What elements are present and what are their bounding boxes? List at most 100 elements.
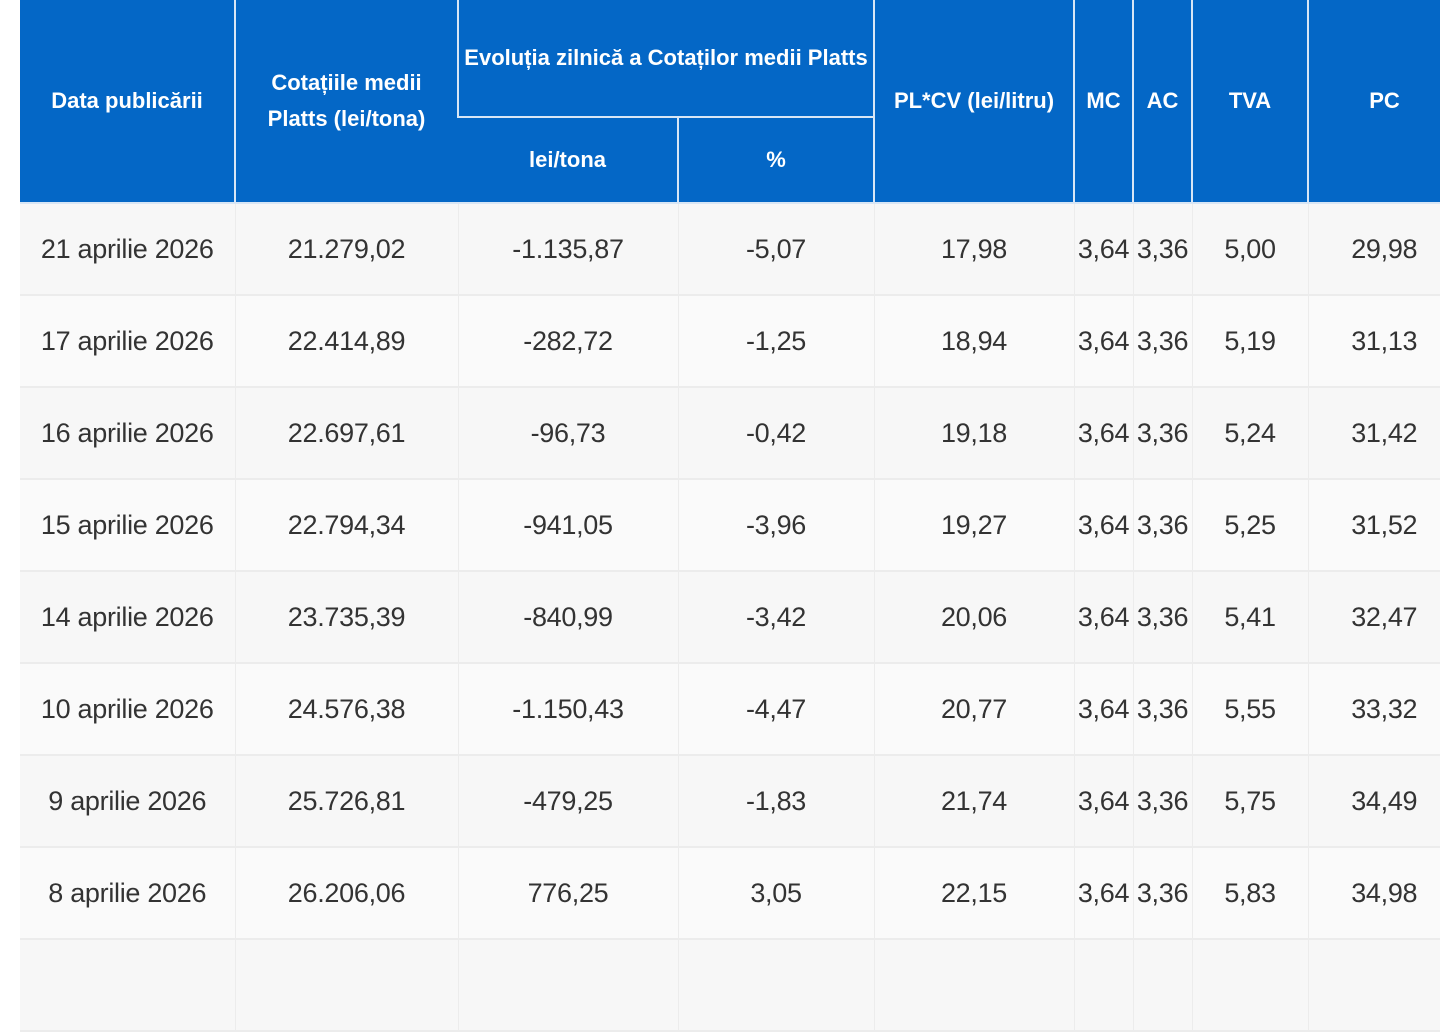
cell-plcv: 20,06 <box>873 571 1074 664</box>
cell-ac: 3,36 <box>1132 479 1192 572</box>
header-pc: PC <box>1307 0 1440 204</box>
cell-tva: 5,83 <box>1191 847 1308 940</box>
header-evolution-lei: lei/tona <box>458 117 678 204</box>
header-tva: TVA <box>1191 0 1308 204</box>
cell-mc: 3,64 <box>1073 479 1133 572</box>
cell-tva: 5,00 <box>1191 203 1308 296</box>
cell-mc: 3,64 <box>1073 847 1133 940</box>
cell-date <box>20 939 235 1032</box>
cell-ac: 3,36 <box>1132 847 1192 940</box>
cell-tva: 5,41 <box>1191 571 1308 664</box>
cell-pc: 33,32 <box>1307 663 1440 756</box>
cell-plcv: 19,27 <box>873 479 1074 572</box>
cell-ac: 3,36 <box>1132 203 1192 296</box>
cell-tva <box>1191 939 1308 1032</box>
cell-evolution-lei: 776,25 <box>457 847 678 940</box>
cell-platts: 26.206,06 <box>234 847 458 940</box>
cell-tva: 5,55 <box>1191 663 1308 756</box>
cell-evolution-lei: -840,99 <box>457 571 678 664</box>
cell-date: 14 aprilie 2026 <box>20 571 235 664</box>
cell-ac: 3,36 <box>1132 663 1192 756</box>
cell-platts: 25.726,81 <box>234 755 458 848</box>
cell-pc: 31,42 <box>1307 387 1440 480</box>
cell-ac: 3,36 <box>1132 295 1192 388</box>
cell-date: 21 aprilie 2026 <box>20 203 235 296</box>
cell-mc: 3,64 <box>1073 295 1133 388</box>
cell-evolution-pct: -1,25 <box>677 295 874 388</box>
header-evolution: Evoluția zilnică a Cotaților medii Platt… <box>457 0 874 118</box>
cell-plcv: 22,15 <box>873 847 1074 940</box>
cell-evolution-lei: -1.135,87 <box>457 203 678 296</box>
cell-evolution-lei: -479,25 <box>457 755 678 848</box>
cell-date: 10 aprilie 2026 <box>20 663 235 756</box>
cell-evolution-pct: -3,96 <box>677 479 874 572</box>
cell-pc: 31,13 <box>1307 295 1440 388</box>
cell-platts: 22.697,61 <box>234 387 458 480</box>
cell-platts: 22.414,89 <box>234 295 458 388</box>
cell-ac: 3,36 <box>1132 571 1192 664</box>
cell-plcv: 18,94 <box>873 295 1074 388</box>
cell-evolution-pct: 3,05 <box>677 847 874 940</box>
platts-price-table: Data publicării Cotațiile medii Platts (… <box>20 0 1440 1032</box>
cell-evolution-pct: -3,42 <box>677 571 874 664</box>
cell-mc <box>1073 939 1133 1032</box>
cell-mc: 3,64 <box>1073 571 1133 664</box>
header-mc: MC <box>1073 0 1133 204</box>
cell-evolution-lei: -96,73 <box>457 387 678 480</box>
table-row: 16 aprilie 2026 22.697,61 -96,73 -0,42 19,18… <box>20 387 1440 480</box>
cell-pc: 29,98 <box>1307 203 1440 296</box>
cell-evolution-pct: -0,42 <box>677 387 874 480</box>
header-date: Data publicării <box>20 0 235 204</box>
cell-pc: 34,98 <box>1307 847 1440 940</box>
cell-mc: 3,64 <box>1073 663 1133 756</box>
table-body: 21 aprilie 2026 21.279,02 -1.135,87 -5,07 17… <box>20 203 1440 1032</box>
cell-date: 17 aprilie 2026 <box>20 295 235 388</box>
cell-pc: 34,49 <box>1307 755 1440 848</box>
cell-tva: 5,75 <box>1191 755 1308 848</box>
cell-plcv: 20,77 <box>873 663 1074 756</box>
table-row: 10 aprilie 2026 24.576,38 -1.150,43 -4,47 20… <box>20 663 1440 756</box>
header-evolution-pct: % <box>677 117 874 204</box>
cell-platts: 21.279,02 <box>234 203 458 296</box>
cell-date: 15 aprilie 2026 <box>20 479 235 572</box>
cell-date: 8 aprilie 2026 <box>20 847 235 940</box>
cell-date: 9 aprilie 2026 <box>20 755 235 848</box>
table-row <box>20 939 1440 1032</box>
cell-evolution-pct: -4,47 <box>677 663 874 756</box>
cell-evolution-lei <box>457 939 678 1032</box>
header-ac: AC <box>1132 0 1192 204</box>
cell-ac <box>1132 939 1192 1032</box>
cell-evolution-lei: -282,72 <box>457 295 678 388</box>
header-platts: Cotațiile medii Platts (lei/tona) <box>234 0 458 204</box>
cell-date: 16 aprilie 2026 <box>20 387 235 480</box>
cell-pc: 32,47 <box>1307 571 1440 664</box>
cell-plcv <box>873 939 1074 1032</box>
table-row: 15 aprilie 2026 22.794,34 -941,05 -3,96 19,2… <box>20 479 1440 572</box>
cell-mc: 3,64 <box>1073 755 1133 848</box>
cell-platts: 22.794,34 <box>234 479 458 572</box>
cell-evolution-lei: -941,05 <box>457 479 678 572</box>
cell-evolution-pct <box>677 939 874 1032</box>
table-row: 21 aprilie 2026 21.279,02 -1.135,87 -5,07 17… <box>20 203 1440 296</box>
cell-ac: 3,36 <box>1132 387 1192 480</box>
table-row: 9 aprilie 2026 25.726,81 -479,25 -1,83 21,74… <box>20 755 1440 848</box>
cell-tva: 5,19 <box>1191 295 1308 388</box>
cell-pc: 31,52 <box>1307 479 1440 572</box>
header-plcv: PL*CV (lei/litru) <box>873 0 1074 204</box>
cell-platts <box>234 939 458 1032</box>
cell-plcv: 21,74 <box>873 755 1074 848</box>
cell-platts: 23.735,39 <box>234 571 458 664</box>
cell-pc <box>1307 939 1440 1032</box>
cell-plcv: 19,18 <box>873 387 1074 480</box>
table-row: 14 aprilie 2026 23.735,39 -840,99 -3,42 20,0… <box>20 571 1440 664</box>
cell-ac: 3,36 <box>1132 755 1192 848</box>
cell-platts: 24.576,38 <box>234 663 458 756</box>
cell-evolution-pct: -1,83 <box>677 755 874 848</box>
cell-tva: 5,24 <box>1191 387 1308 480</box>
cell-tva: 5,25 <box>1191 479 1308 572</box>
cell-mc: 3,64 <box>1073 387 1133 480</box>
cell-plcv: 17,98 <box>873 203 1074 296</box>
cell-evolution-lei: -1.150,43 <box>457 663 678 756</box>
table-row: 8 aprilie 2026 26.206,06 776,25 3,05 22,15 3,… <box>20 847 1440 940</box>
table-row: 17 aprilie 2026 22.414,89 -282,72 -1,25 18,9… <box>20 295 1440 388</box>
